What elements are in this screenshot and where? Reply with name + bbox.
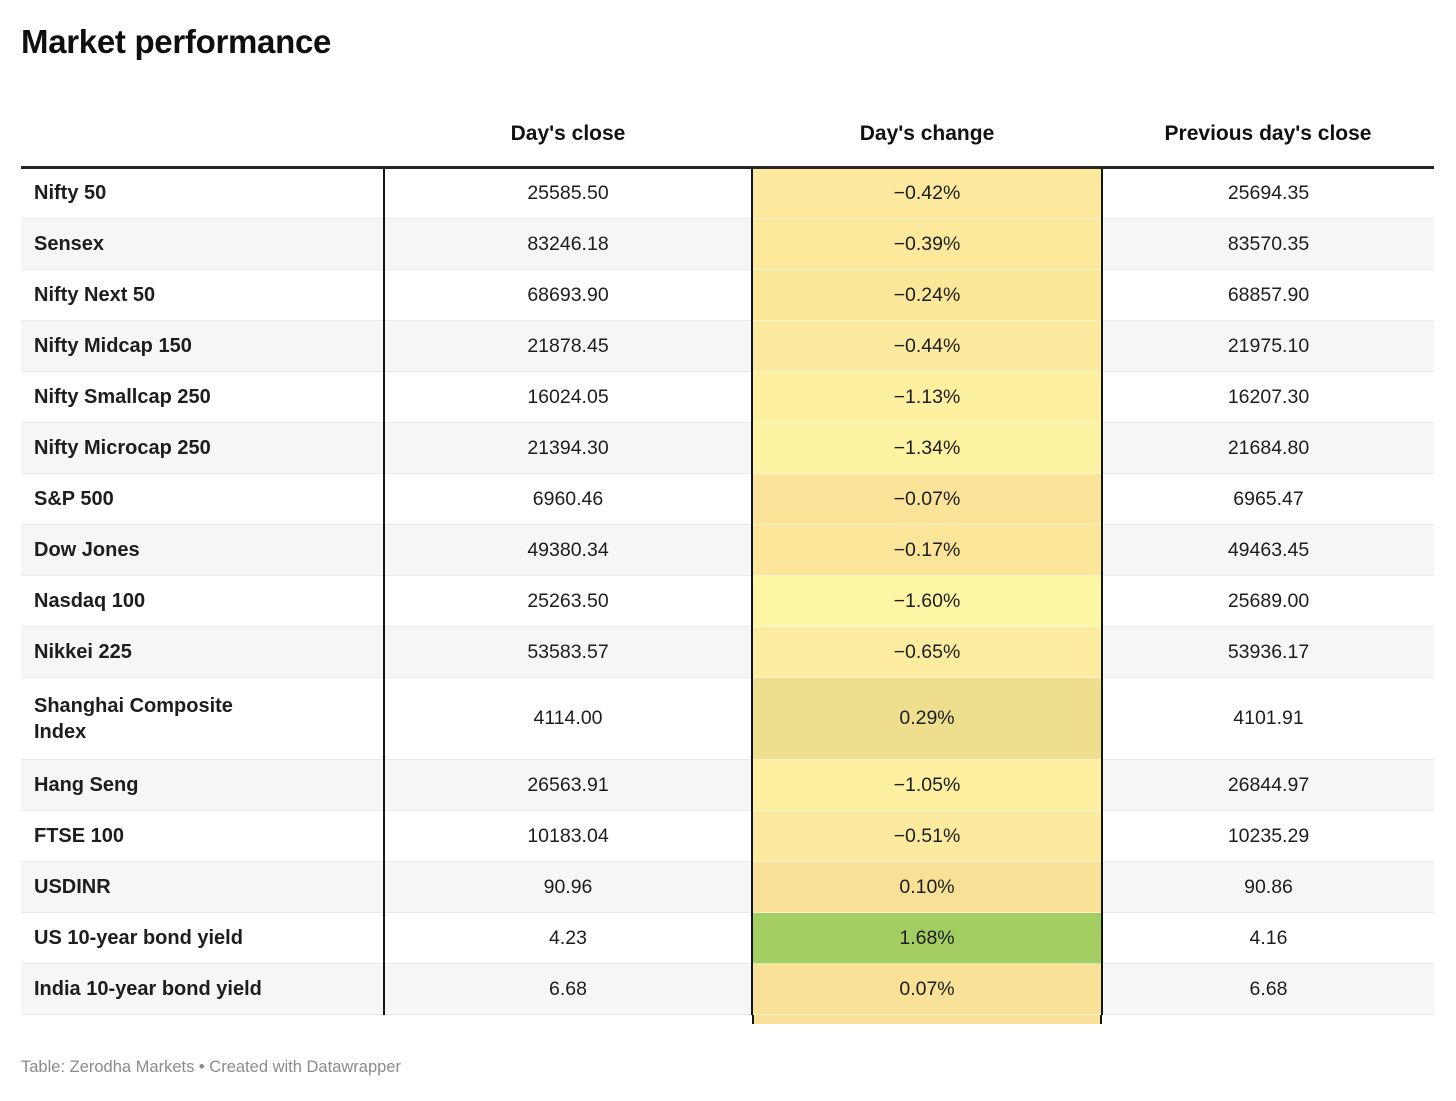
footer-source-link[interactable]: Zerodha Markets	[69, 1058, 195, 1077]
days-change-value: 0.29%	[752, 677, 1103, 761]
days-change-value: −0.42%	[752, 167, 1103, 220]
prev-close-value: 4101.91	[1102, 677, 1434, 761]
days-close-value: 90.96	[384, 861, 753, 914]
row-label: Nasdaq 100	[21, 575, 385, 628]
corner-header	[21, 90, 384, 170]
change-column-tail	[752, 1015, 1102, 1025]
days-change-value: 0.07%	[752, 963, 1103, 1016]
table-row: FTSE 100 10183.04 −0.51% 10235.29	[21, 810, 1434, 863]
prev-close-value: 21975.10	[1102, 320, 1434, 373]
footer-credit: Table: Zerodha Markets • Created with Da…	[21, 1056, 1435, 1078]
row-label: Nikkei 225	[21, 626, 385, 679]
table-header: Day's close Day's change Previous day's …	[21, 90, 1434, 170]
days-close-value: 10183.04	[384, 810, 753, 863]
table-row: Sensex 83246.18 −0.39% 83570.35	[21, 218, 1434, 271]
table-row: Nifty Smallcap 250 16024.05 −1.13% 16207…	[21, 371, 1434, 424]
days-change-value: −0.17%	[752, 524, 1103, 577]
days-change-value: 0.10%	[752, 861, 1103, 914]
days-change-value: −0.44%	[752, 320, 1103, 373]
days-close-value: 4114.00	[384, 677, 753, 761]
table-row: India 10-year bond yield 6.68 0.07% 6.68	[21, 963, 1434, 1016]
days-change-value: −0.51%	[752, 810, 1103, 863]
days-close-value: 6960.46	[384, 473, 753, 526]
table-row: US 10-year bond yield 4.23 1.68% 4.16	[21, 912, 1434, 965]
days-change-value: −1.34%	[752, 422, 1103, 475]
table-row: Nifty Microcap 250 21394.30 −1.34% 21684…	[21, 422, 1434, 475]
days-close-value: 21878.45	[384, 320, 753, 373]
row-label: Nifty Midcap 150	[21, 320, 385, 373]
table-row: Hang Seng 26563.91 −1.05% 26844.97	[21, 759, 1434, 812]
prev-close-value: 4.16	[1102, 912, 1434, 965]
table-row: Nifty Next 50 68693.90 −0.24% 68857.90	[21, 269, 1434, 322]
row-label: FTSE 100	[21, 810, 385, 863]
prev-close-value: 25694.35	[1102, 167, 1434, 220]
table-row: Shanghai Composite Index 4114.00 0.29% 4…	[21, 677, 1434, 761]
prev-close-value: 16207.30	[1102, 371, 1434, 424]
prev-close-value: 83570.35	[1102, 218, 1434, 271]
table-row: S&P 500 6960.46 −0.07% 6965.47	[21, 473, 1434, 526]
row-label: Shanghai Composite Index	[21, 677, 385, 761]
days-close-value: 25263.50	[384, 575, 753, 628]
days-close-value: 4.23	[384, 912, 753, 965]
row-label: Nifty Microcap 250	[21, 422, 385, 475]
days-close-value: 53583.57	[384, 626, 753, 679]
market-performance-table: Day's close Day's change Previous day's …	[21, 90, 1434, 1016]
row-label: Dow Jones	[21, 524, 385, 577]
days-change-value: −0.65%	[752, 626, 1103, 679]
prev-close-value: 6965.47	[1102, 473, 1434, 526]
days-close-value: 26563.91	[384, 759, 753, 812]
row-label: USDINR	[21, 861, 385, 914]
row-label: Nifty Smallcap 250	[21, 371, 385, 424]
table-row: USDINR 90.96 0.10% 90.86	[21, 861, 1434, 914]
row-label: Nifty 50	[21, 167, 385, 220]
prev-close-value: 6.68	[1102, 963, 1434, 1016]
table-row: Nifty Midcap 150 21878.45 −0.44% 21975.1…	[21, 320, 1434, 373]
table-row: Dow Jones 49380.34 −0.17% 49463.45	[21, 524, 1434, 577]
table-row: Nifty 50 25585.50 −0.42% 25694.35	[21, 167, 1434, 220]
column-header-days-change: Day's change	[752, 90, 1102, 170]
days-close-value: 16024.05	[384, 371, 753, 424]
days-change-value: −0.39%	[752, 218, 1103, 271]
prev-close-value: 25689.00	[1102, 575, 1434, 628]
table-row: Nasdaq 100 25263.50 −1.60% 25689.00	[21, 575, 1434, 628]
days-close-value: 49380.34	[384, 524, 753, 577]
days-close-value: 25585.50	[384, 167, 753, 220]
prev-close-value: 90.86	[1102, 861, 1434, 914]
prev-close-value: 49463.45	[1102, 524, 1434, 577]
footer-separator: •	[194, 1058, 210, 1077]
row-label: India 10-year bond yield	[21, 963, 385, 1016]
row-label: Hang Seng	[21, 759, 385, 812]
days-change-value: −0.24%	[752, 269, 1103, 322]
table-row: Nikkei 225 53583.57 −0.65% 53936.17	[21, 626, 1434, 679]
column-header-days-close: Day's close	[384, 90, 752, 170]
column-header-prev-close: Previous day's close	[1102, 90, 1434, 170]
row-label: Sensex	[21, 218, 385, 271]
days-close-value: 68693.90	[384, 269, 753, 322]
footer-prefix: Table:	[21, 1058, 70, 1077]
days-change-value: −1.13%	[752, 371, 1103, 424]
days-change-value: 1.68%	[752, 912, 1103, 965]
days-close-value: 21394.30	[384, 422, 753, 475]
days-close-value: 83246.18	[384, 218, 753, 271]
row-label: US 10-year bond yield	[21, 912, 385, 965]
days-close-value: 6.68	[384, 963, 753, 1016]
prev-close-value: 53936.17	[1102, 626, 1434, 679]
prev-close-value: 26844.97	[1102, 759, 1434, 812]
prev-close-value: 10235.29	[1102, 810, 1434, 863]
footer-datawrapper-link[interactable]: Datawrapper	[306, 1058, 401, 1077]
days-change-value: −1.60%	[752, 575, 1103, 628]
row-label: S&P 500	[21, 473, 385, 526]
table-body: Nifty 50 25585.50 −0.42% 25694.35 Sensex…	[21, 167, 1434, 1016]
prev-close-value: 68857.90	[1102, 269, 1434, 322]
days-change-value: −0.07%	[752, 473, 1103, 526]
page-title: Market performance	[21, 23, 332, 60]
row-label: Nifty Next 50	[21, 269, 385, 322]
row-label-text: Shanghai Composite Index	[34, 694, 233, 743]
days-change-value: −1.05%	[752, 759, 1103, 812]
footer-created-text: Created with	[209, 1058, 307, 1077]
prev-close-value: 21684.80	[1102, 422, 1434, 475]
